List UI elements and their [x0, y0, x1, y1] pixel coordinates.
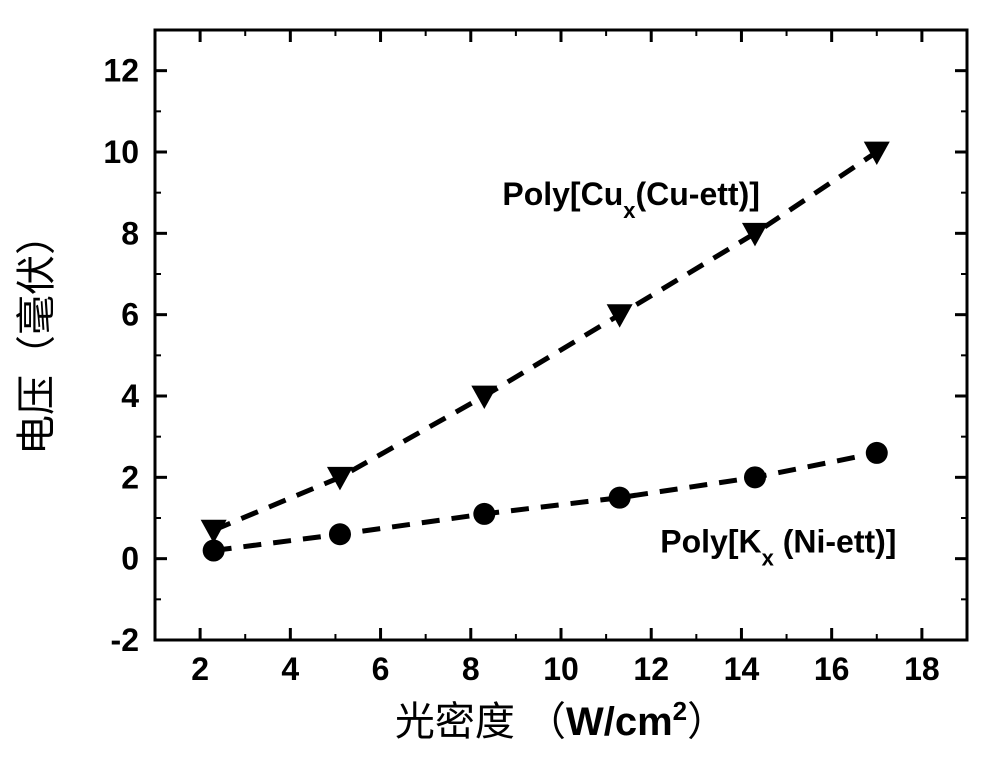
svg-text:18: 18 [904, 651, 940, 687]
svg-text:0: 0 [121, 541, 139, 577]
chart-container: 24681012141618-2024681012光密度 （W/cm2）电压（毫… [0, 0, 1000, 769]
svg-text:12: 12 [633, 651, 669, 687]
svg-text:4: 4 [121, 378, 139, 414]
svg-text:14: 14 [724, 651, 760, 687]
svg-text:6: 6 [372, 651, 390, 687]
svg-text:电压（毫伏）: 电压（毫伏） [15, 215, 59, 455]
svg-text:2: 2 [191, 651, 209, 687]
svg-text:-2: -2 [111, 622, 139, 658]
svg-text:12: 12 [103, 53, 139, 89]
svg-text:4: 4 [281, 651, 299, 687]
svg-text:10: 10 [103, 134, 139, 170]
line-chart: 24681012141618-2024681012光密度 （W/cm2）电压（毫… [0, 0, 1000, 769]
svg-text:10: 10 [543, 651, 579, 687]
svg-text:8: 8 [121, 215, 139, 251]
svg-text:16: 16 [814, 651, 850, 687]
svg-text:2: 2 [121, 459, 139, 495]
svg-text:8: 8 [462, 651, 480, 687]
svg-text:6: 6 [121, 297, 139, 333]
